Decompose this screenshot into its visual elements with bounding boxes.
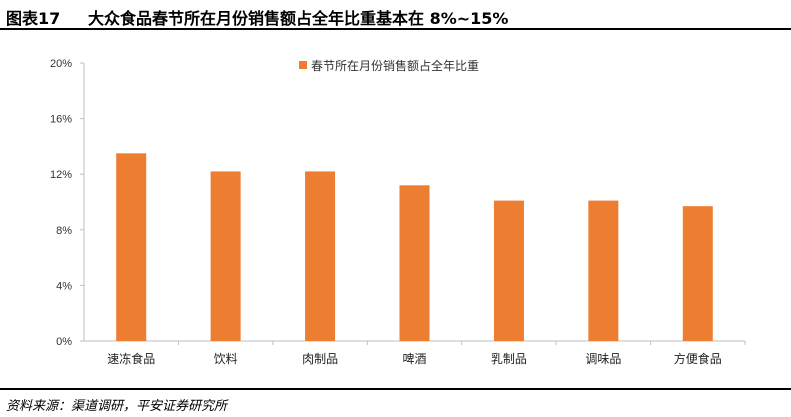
x-tick-label: 速冻食品 — [107, 351, 155, 366]
y-tick-label: 16% — [50, 114, 72, 126]
x-tick-label: 饮料 — [214, 352, 238, 366]
bar-chart: 0% 4% 8% 12% 16% 20% 速冻食品 饮料 肉制品 啤酒 乳制品 调味品 方便食品 春节所在… — [50, 58, 746, 366]
x-tick-label: 啤酒 — [402, 351, 426, 366]
y-tick-label: 8% — [56, 225, 72, 237]
figure-title: 大众食品春节所在月份销售额占全年比重基本在 8%~15% — [88, 9, 509, 28]
x-tick-label: 乳制品 — [491, 352, 527, 366]
y-tick-label: 4% — [56, 280, 72, 292]
bar — [682, 206, 713, 341]
y-tick-label: 12% — [50, 169, 72, 181]
legend-swatch — [299, 61, 307, 69]
bar — [116, 153, 147, 341]
bar — [493, 200, 524, 341]
legend-label: 春节所在月份销售额占全年比重 — [311, 58, 479, 73]
figure-title-bar: 图表17 大众食品春节所在月份销售额占全年比重基本在 8%~15% — [0, 0, 791, 30]
x-tick-label: 肉制品 — [302, 352, 338, 366]
source-note-bar: 资料来源：渠道调研，平安证券研究所 — [0, 388, 791, 417]
x-tick-label: 调味品 — [585, 352, 621, 366]
bar — [210, 171, 241, 341]
bar — [399, 185, 430, 341]
x-tick-label: 方便食品 — [674, 351, 722, 366]
bar — [588, 200, 619, 341]
source-note: 资料来源：渠道调研，平安证券研究所 — [6, 399, 228, 414]
figure-label: 图表17 — [6, 9, 61, 28]
y-tick-label: 20% — [50, 58, 72, 70]
y-tick-label: 0% — [56, 336, 72, 348]
bar — [305, 171, 336, 341]
